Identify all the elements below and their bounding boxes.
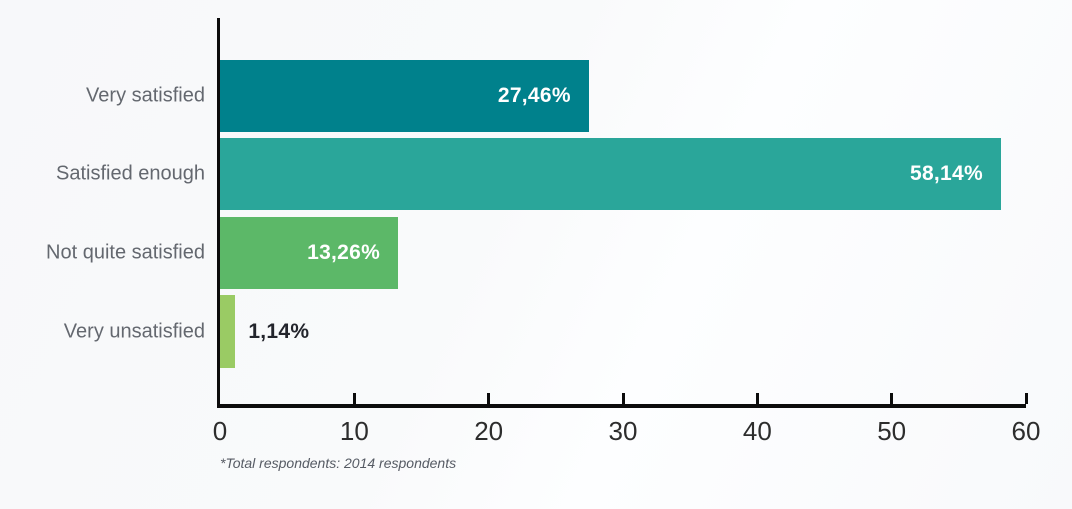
category-label: Very satisfied: [86, 84, 205, 107]
x-axis-tick-label: 40: [742, 416, 772, 446]
x-axis-line: [217, 404, 1026, 408]
bar-value-label: 58,14%: [909, 162, 983, 185]
bar-very-unsatisfied: [220, 295, 236, 368]
category-label: Not quite satisfied: [46, 241, 205, 264]
category-label: Satisfied enough: [55, 162, 205, 185]
x-axis-tick: [487, 393, 491, 404]
chart-footnote: *Total respondents: 2014 respondents: [220, 455, 457, 471]
x-axis-tick-label: 10: [339, 416, 369, 446]
bar-not-quite-satisfied: 13,26%: [220, 217, 399, 289]
x-axis-tick-label: 60: [1011, 416, 1041, 446]
x-axis-tick-label: 50: [877, 416, 907, 446]
x-axis-tick: [621, 393, 625, 404]
y-axis-line: [217, 18, 220, 408]
x-axis-tick: [1024, 393, 1028, 404]
x-axis-tick-label: 20: [474, 416, 504, 446]
x-axis-tick: [890, 393, 894, 404]
bar-satisfied-enough: 58,14%: [220, 138, 1001, 210]
x-axis-tick-label: 30: [608, 416, 638, 446]
category-label: Very unsatisfied: [63, 320, 205, 342]
bar-value-label: 27,46%: [497, 84, 571, 107]
bar-very-satisfied: 27,46%: [220, 60, 589, 132]
bar-value-label: 13,26%: [307, 241, 381, 264]
x-axis-tick: [755, 393, 759, 404]
x-axis-tick-label: 0: [212, 416, 228, 446]
x-axis-tick: [352, 393, 356, 404]
bar-value-label: 1,14%: [248, 319, 310, 343]
